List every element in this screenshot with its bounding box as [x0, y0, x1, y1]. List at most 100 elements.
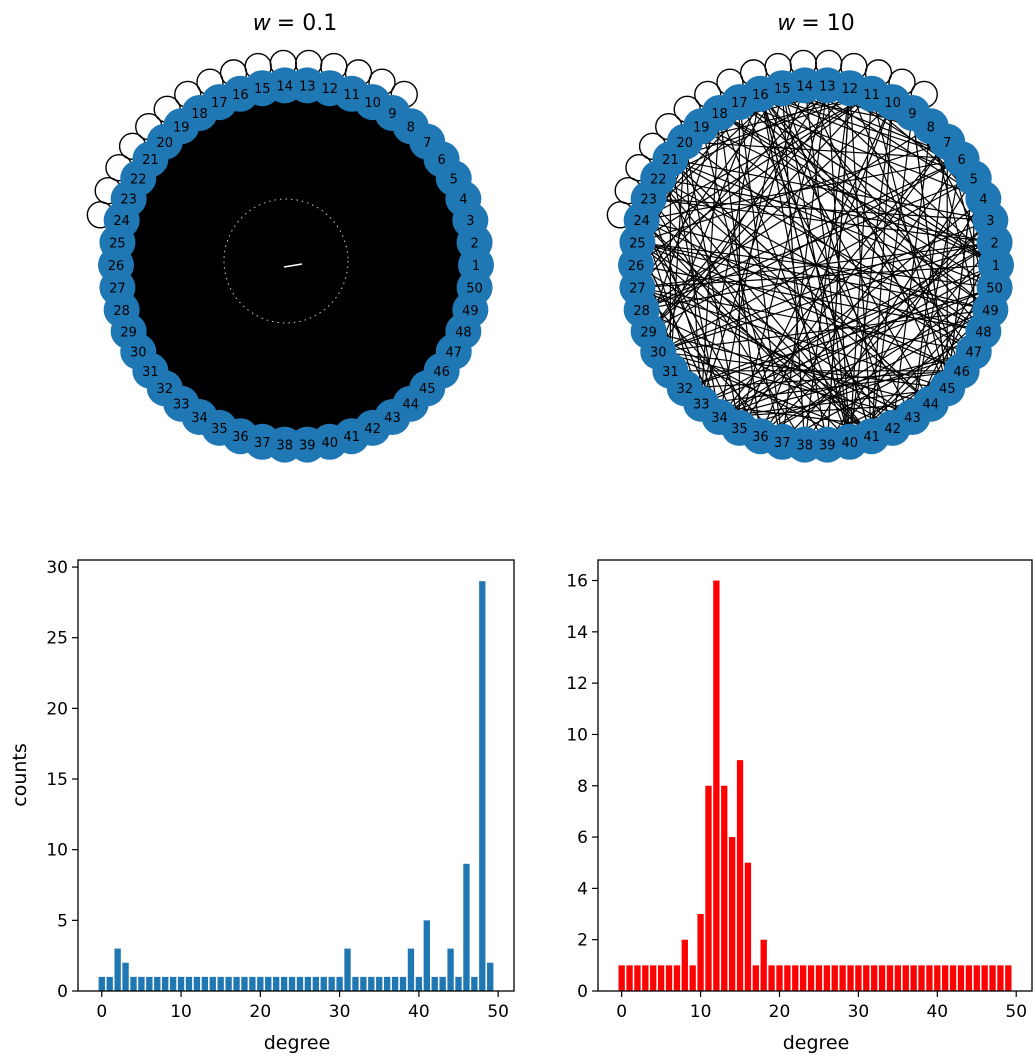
node-label: 8 — [407, 120, 415, 135]
bar — [728, 837, 736, 991]
x-tick-label: 10 — [690, 1002, 712, 1022]
graph-nodes: 1234567891011121314151617181920212223242… — [618, 67, 1014, 463]
graph-node — [976, 269, 1013, 306]
graph-edge — [658, 219, 991, 353]
graph-edge — [657, 177, 873, 437]
graph-edge — [701, 287, 995, 405]
x-tick-label: 40 — [408, 1002, 430, 1022]
graph-edge — [738, 101, 913, 418]
node-label: 15 — [774, 82, 791, 97]
bar — [383, 976, 391, 991]
node-label: 28 — [113, 304, 130, 319]
bar — [878, 965, 886, 991]
bar — [989, 965, 996, 991]
node-label: 7 — [943, 136, 951, 151]
node-label: 1 — [472, 259, 480, 274]
graph-edge — [700, 85, 806, 404]
node-label: 5 — [970, 172, 978, 187]
node-label: 45 — [939, 382, 956, 397]
node-label: 12 — [321, 82, 338, 97]
y-tick-label: 2 — [577, 931, 588, 951]
node-label: 43 — [384, 411, 401, 426]
y-tick-label: 8 — [577, 777, 588, 797]
bar — [407, 948, 415, 991]
node-label: 23 — [640, 193, 657, 208]
node-label: 11 — [863, 88, 880, 103]
bar — [792, 965, 799, 991]
bar — [902, 965, 909, 991]
node-label: 33 — [693, 398, 710, 413]
bar — [344, 948, 351, 991]
x-tick-label: 30 — [329, 1002, 351, 1022]
bar — [894, 965, 902, 991]
graph-edge — [759, 93, 975, 353]
y-tick-label: 10 — [46, 841, 68, 861]
graph-edge — [637, 241, 873, 437]
x-tick-label: 30 — [848, 1002, 870, 1022]
bar — [368, 976, 375, 991]
bar — [360, 976, 367, 991]
bar — [162, 976, 169, 991]
bar — [225, 976, 232, 991]
bar — [185, 976, 193, 991]
y-tick-label: 10 — [566, 725, 588, 745]
graph-edge — [719, 112, 991, 311]
node-label: 18 — [711, 107, 728, 122]
graph-edge — [719, 351, 974, 418]
node-label: 46 — [953, 365, 970, 380]
bar — [352, 976, 359, 991]
graph-edge — [669, 141, 686, 371]
y-tick-label: 6 — [577, 828, 588, 848]
graph-edge — [657, 93, 761, 352]
bar — [193, 976, 201, 991]
node-label: 50 — [466, 282, 483, 297]
node-label: 40 — [841, 436, 858, 451]
bar — [257, 976, 264, 991]
bar — [114, 948, 121, 991]
y-tick-label: 0 — [577, 982, 588, 1002]
bar — [957, 965, 965, 991]
bar — [721, 785, 728, 991]
bar — [280, 976, 288, 991]
node-label: 24 — [633, 214, 650, 229]
bar — [138, 976, 145, 991]
node-label: 33 — [173, 398, 190, 413]
graph-edge — [658, 241, 995, 353]
bars — [618, 580, 1012, 991]
graph-edge — [760, 287, 995, 437]
x-tick-label: 40 — [926, 1002, 948, 1022]
bar — [312, 976, 319, 991]
node-label: 6 — [437, 153, 445, 168]
node-label: 27 — [629, 282, 646, 297]
bar — [415, 976, 423, 991]
graph-nodes: 1234567891011121314151617181920212223242… — [98, 67, 494, 463]
node-label: 32 — [157, 382, 174, 397]
bar — [626, 965, 633, 991]
graph-edge — [658, 351, 913, 418]
node-label: 24 — [113, 214, 130, 229]
graph-edge — [658, 351, 872, 437]
graph-edge — [719, 112, 995, 289]
x-tick-label: 50 — [1005, 1002, 1027, 1022]
bar — [169, 976, 177, 991]
node-label: 44 — [922, 398, 939, 413]
bar — [98, 976, 105, 991]
y-tick-label: 20 — [46, 699, 68, 719]
node-label: 2 — [990, 236, 998, 251]
graph-title-w-10: w = 10 — [777, 11, 854, 36]
node-label: 30 — [130, 346, 147, 361]
bar — [154, 976, 161, 991]
node-label: 25 — [109, 236, 126, 251]
graph-edge — [826, 88, 851, 445]
graph-edge — [804, 85, 948, 389]
bar — [391, 976, 399, 991]
graph-edge — [759, 158, 963, 437]
bar — [713, 580, 720, 991]
graph-edge — [637, 286, 974, 353]
bar — [910, 965, 917, 991]
bar — [320, 976, 327, 991]
node-label: 49 — [982, 304, 999, 319]
graph-edge — [781, 219, 991, 443]
graph-edge — [641, 93, 872, 221]
bar — [744, 862, 752, 991]
